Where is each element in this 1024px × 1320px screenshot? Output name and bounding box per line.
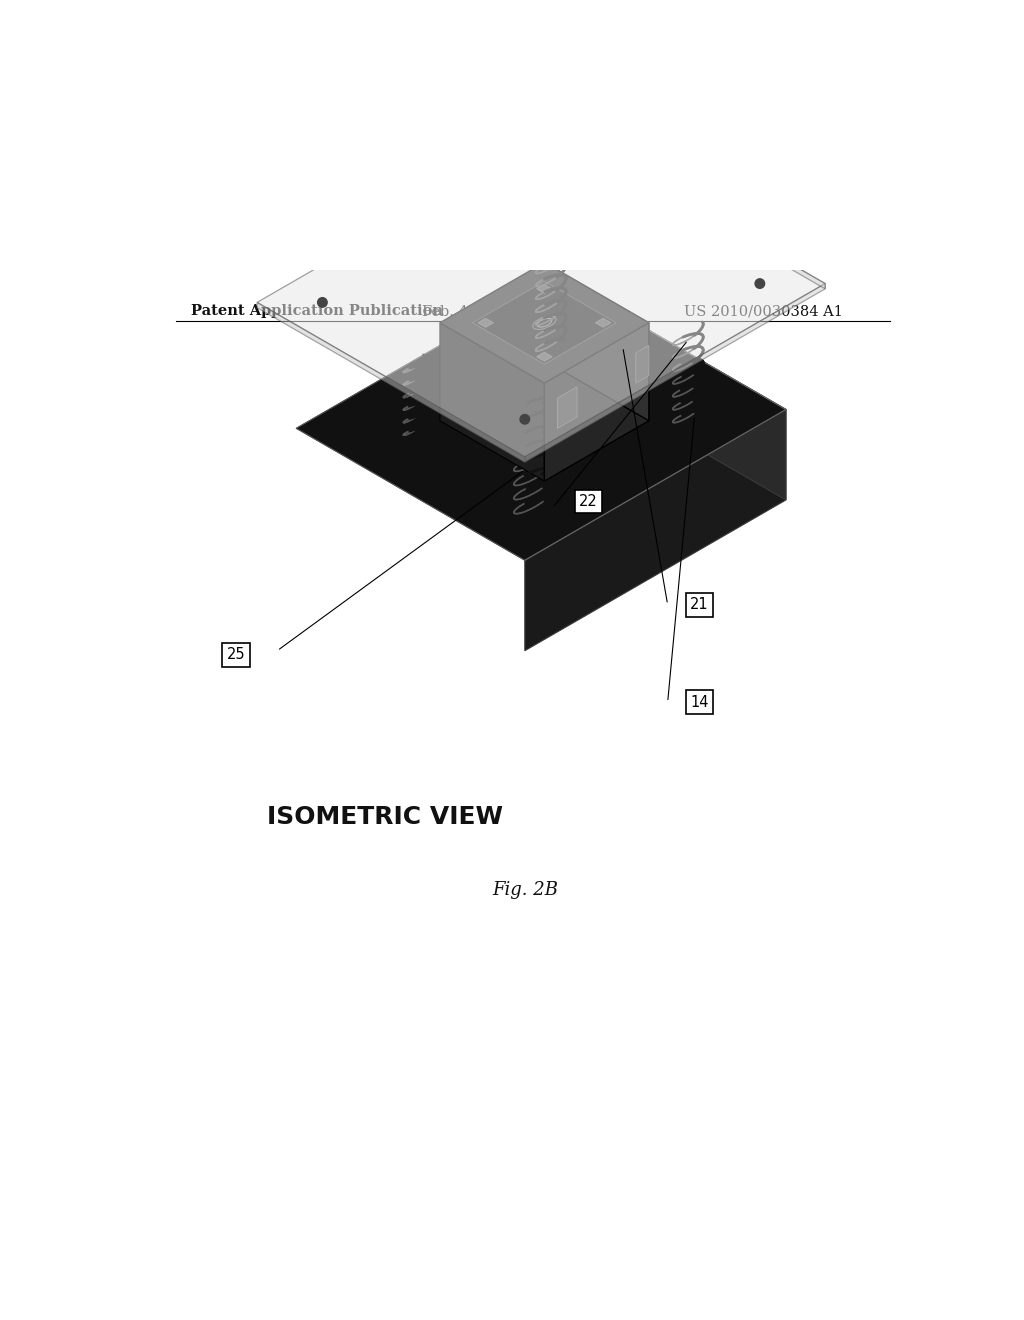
Polygon shape: [537, 284, 552, 293]
Text: US 2010/0030384 A1: US 2010/0030384 A1: [684, 304, 843, 318]
Polygon shape: [478, 318, 494, 327]
Text: Fig. 2B: Fig. 2B: [492, 882, 558, 899]
Circle shape: [520, 414, 529, 424]
Text: 14: 14: [690, 694, 709, 710]
Polygon shape: [440, 323, 545, 480]
Polygon shape: [545, 323, 649, 480]
Polygon shape: [440, 263, 649, 383]
Polygon shape: [595, 318, 611, 327]
Polygon shape: [636, 346, 649, 383]
Text: 25: 25: [226, 647, 245, 663]
Text: 22: 22: [579, 494, 598, 510]
Polygon shape: [545, 263, 649, 421]
Polygon shape: [296, 277, 786, 560]
Text: Patent Application Publication: Patent Application Publication: [191, 304, 443, 318]
Circle shape: [317, 297, 327, 308]
Text: ISOMETRIC VIEW: ISOMETRIC VIEW: [267, 805, 503, 829]
Circle shape: [553, 162, 562, 172]
Polygon shape: [257, 302, 524, 462]
Polygon shape: [557, 387, 578, 428]
Polygon shape: [557, 277, 786, 500]
Polygon shape: [537, 352, 552, 362]
Polygon shape: [557, 129, 825, 289]
Polygon shape: [524, 284, 825, 462]
Text: Feb. 4, 2010   Sheet 3 of 7: Feb. 4, 2010 Sheet 3 of 7: [422, 304, 617, 318]
Polygon shape: [524, 409, 786, 651]
Polygon shape: [472, 281, 616, 364]
Circle shape: [755, 279, 765, 288]
Polygon shape: [257, 129, 825, 457]
Text: 21: 21: [690, 597, 709, 612]
